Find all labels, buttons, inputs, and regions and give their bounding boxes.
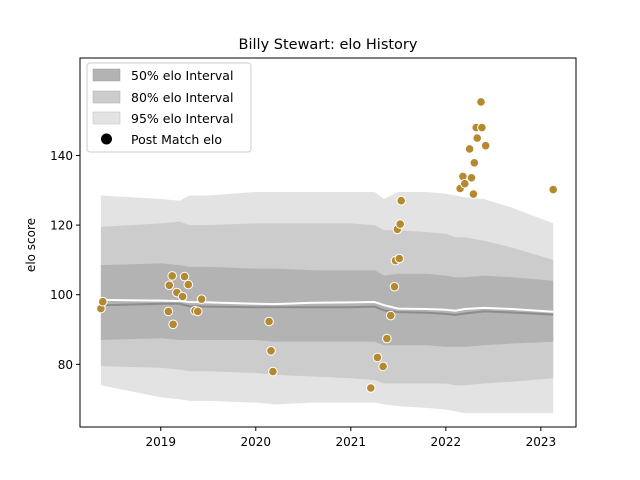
median-line (100, 302, 554, 316)
x-tick-label: 2023 (526, 435, 557, 449)
data-point (163, 306, 174, 317)
data-point (477, 122, 487, 133)
data-point (164, 280, 175, 291)
legend-swatch-95 (92, 111, 121, 125)
x-axis: 2019 2020 2021 2022 2023 (145, 427, 556, 449)
data-point (366, 383, 376, 393)
y-tick-label: 140 (50, 149, 73, 163)
y-tick-label: 120 (50, 219, 73, 233)
data-point (385, 310, 396, 321)
data-point (179, 271, 190, 282)
data-point (480, 140, 491, 151)
data-point (378, 361, 388, 372)
legend-label-points: Post Match elo (131, 132, 222, 147)
data-point (372, 352, 383, 363)
data-point (395, 219, 406, 229)
legend: 50% elo Interval 80% elo Interval 95% el… (86, 62, 252, 153)
data-point (469, 158, 480, 168)
legend-label-80: 80% elo Interval (131, 90, 233, 105)
data-point (168, 319, 178, 330)
data-point (548, 184, 559, 195)
data-point (177, 291, 188, 302)
data-point (460, 178, 470, 189)
x-tick-label: 2022 (431, 435, 462, 449)
y-tick-label: 100 (50, 288, 73, 302)
data-point (472, 133, 483, 143)
legend-swatch-50 (92, 68, 121, 82)
legend-label-50: 50% elo Interval (131, 68, 233, 83)
x-tick-label: 2021 (336, 435, 367, 449)
legend-label-95: 95% elo Interval (131, 111, 233, 126)
data-point (476, 97, 486, 107)
data-point (466, 173, 477, 183)
post-match-points (96, 97, 559, 393)
trend-lines (100, 298, 554, 316)
data-point (389, 281, 400, 292)
y-axis-label: elo score (24, 218, 38, 272)
mean-line (100, 298, 554, 313)
legend-box (86, 62, 252, 153)
data-point (266, 346, 276, 356)
chart-title: Billy Stewart: elo History (239, 37, 418, 53)
data-point (193, 306, 203, 317)
data-point (183, 279, 194, 290)
data-point (98, 296, 108, 307)
data-point (468, 189, 479, 199)
legend-marker-points (101, 133, 112, 145)
plot-area (79, 57, 577, 428)
x-tick-label: 2020 (241, 435, 272, 449)
data-point (167, 271, 177, 281)
y-tick-label: 80 (58, 358, 73, 372)
data-point (196, 294, 207, 305)
y-axis: 80 100 120 140 (50, 149, 80, 372)
legend-swatch-80 (92, 90, 121, 104)
data-point (394, 253, 405, 264)
data-point (268, 366, 278, 377)
data-point (396, 195, 407, 206)
x-tick-label: 2019 (145, 435, 176, 449)
data-point (464, 144, 475, 154)
data-point (382, 333, 392, 344)
band-50 (100, 263, 554, 347)
plot-frame (79, 57, 577, 428)
data-point (264, 316, 274, 327)
